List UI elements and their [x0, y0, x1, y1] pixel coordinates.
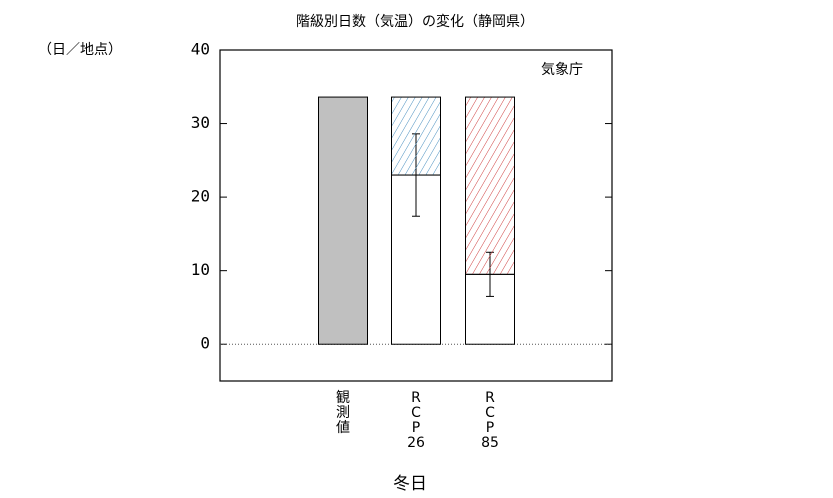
y-tick-label: 10 [191, 260, 210, 279]
chart-title: 階級別日数（気温）の変化（静岡県） [296, 13, 534, 30]
y-tick-label: 30 [191, 113, 210, 132]
x-tick-label: 観測値 [336, 389, 350, 436]
bar [465, 96, 515, 275]
plot-frame [219, 49, 613, 382]
x-tick-label: R C P 26 [407, 390, 425, 451]
y-axis-label: （日／地点） [38, 42, 122, 58]
y-tick-label: 20 [191, 187, 210, 206]
x-axis-label: 冬日 [393, 474, 427, 494]
bar [318, 96, 368, 345]
y-tick-label: 0 [200, 334, 210, 353]
bar [391, 96, 441, 176]
annotation: 気象庁 [541, 62, 583, 78]
x-tick-label: R C P 85 [481, 390, 499, 451]
y-tick-label: 40 [191, 40, 210, 59]
